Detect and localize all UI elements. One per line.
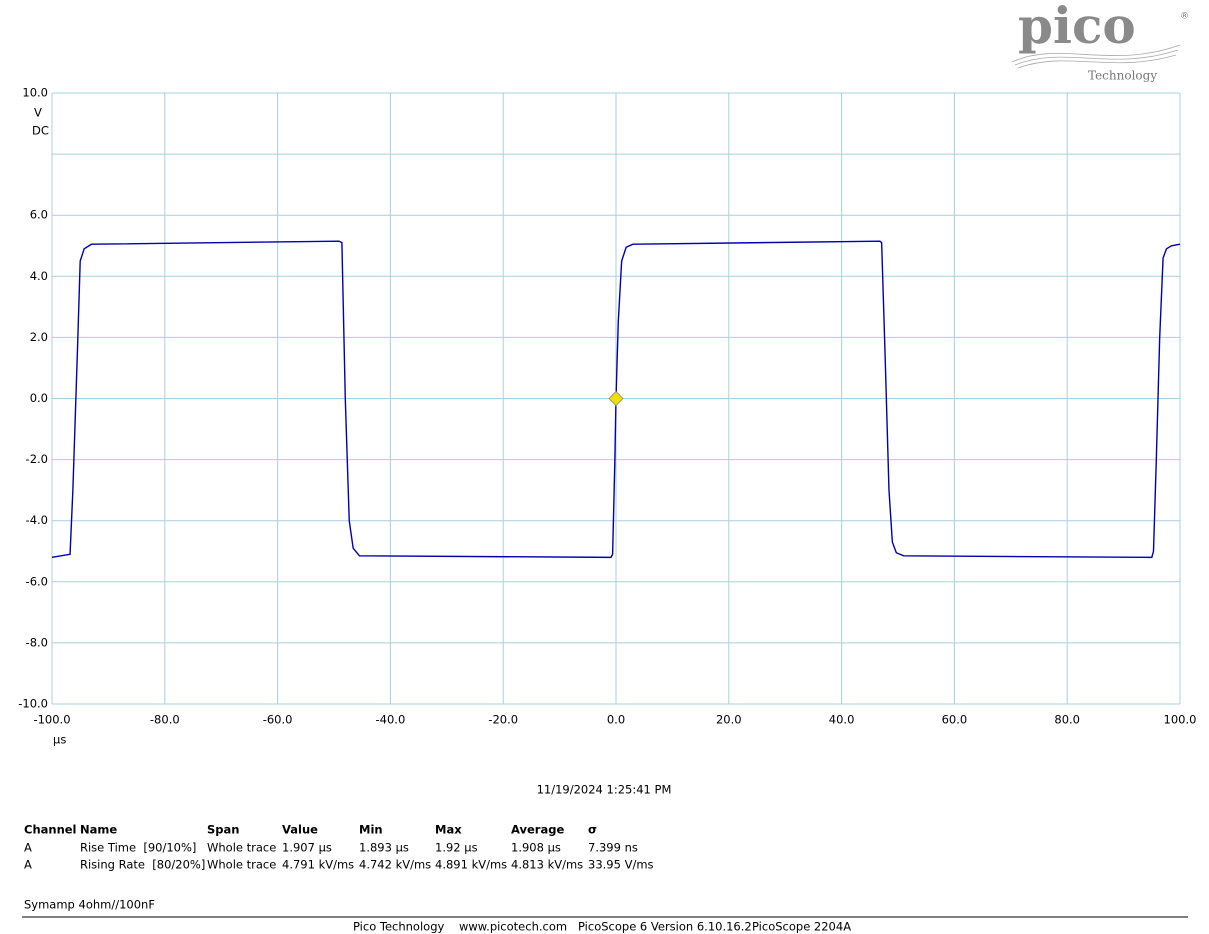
y-tick-label: 2.0 — [30, 330, 48, 344]
footer: Pico Technology www.picotech.com PicoScope… — [353, 920, 851, 934]
table-cell: 4.742 kV/ms — [359, 858, 431, 872]
y-tick-label: -6.0 — [26, 574, 48, 588]
table-cell: 1.92 µs — [435, 841, 478, 855]
x-tick-label: -100.0 — [33, 713, 70, 727]
table-cell: A — [24, 858, 32, 872]
y-coupling: DC — [32, 124, 49, 138]
table-cell: 1.893 µs — [359, 841, 409, 855]
table-cell: 4.891 kV/ms — [435, 858, 507, 872]
y-tick-label: -4.0 — [26, 513, 48, 527]
table-header: Average — [511, 823, 564, 837]
logo-wave — [1011, 44, 1181, 69]
note: Symamp 4ohm//100nF — [24, 898, 155, 912]
table-cell: Whole trace — [207, 858, 276, 872]
x-tick-label: 60.0 — [942, 713, 968, 727]
table-cell: 4.791 kV/ms — [282, 858, 354, 872]
measurements-table: Channel Name Span Value Min Max Average σ A Rise … — [24, 823, 654, 872]
footer-item: Pico Technology — [353, 920, 445, 934]
table-cell: 4.813 kV/ms — [511, 858, 583, 872]
table-header: Name — [80, 823, 117, 837]
table-cell: Rising Rate [80/20%] — [80, 858, 205, 872]
table-header: Min — [359, 823, 383, 837]
x-tick-label: 20.0 — [716, 713, 742, 727]
table-cell: 1.907 µs — [282, 841, 332, 855]
table-header: Max — [435, 823, 462, 837]
table-header: Channel — [24, 823, 77, 837]
logo-name: pico — [1018, 0, 1136, 55]
footer-item: www.picotech.com — [459, 920, 567, 934]
table-cell: Rise Time [90/10%] — [80, 841, 196, 855]
x-tick-label: -60.0 — [263, 713, 293, 727]
x-tick-label: -80.0 — [150, 713, 180, 727]
footer-item: PicoScope 2204A — [752, 920, 851, 934]
timestamp: 11/19/2024 1:25:41 PM — [537, 783, 672, 797]
table-cell: 33.95 V/ms — [588, 858, 654, 872]
x-tick-label: 80.0 — [1054, 713, 1080, 727]
table-cell: 1.908 µs — [511, 841, 561, 855]
table-header: Span — [207, 823, 239, 837]
x-tick-label: -40.0 — [376, 713, 406, 727]
table-cell: A — [24, 841, 32, 855]
x-tick-label: 40.0 — [829, 713, 855, 727]
y-tick-label: -8.0 — [26, 635, 48, 649]
logo: pico ® Technology — [1011, 0, 1189, 83]
trigger-marker — [608, 390, 624, 407]
y-tick-label: 6.0 — [30, 208, 48, 222]
table-header: σ — [588, 823, 597, 837]
x-tick-label: 100.0 — [1164, 713, 1197, 727]
y-tick-label: 10.0 — [22, 86, 48, 100]
y-tick-label: -10.0 — [18, 697, 48, 711]
trace — [51, 240, 1181, 559]
logo-registered: ® — [1180, 12, 1189, 22]
x-tick-label: 0.0 — [607, 713, 625, 727]
table-cell: Whole trace — [207, 841, 276, 855]
y-tick-label: 4.0 — [30, 269, 48, 283]
x-unit: µs — [53, 733, 66, 747]
y-unit: V — [34, 106, 42, 120]
y-tick-label: 0.0 — [30, 391, 48, 405]
footer-item: PicoScope 6 Version 6.10.16.2 — [578, 920, 752, 934]
table-header: Value — [282, 823, 318, 837]
table-cell: 7.399 ns — [588, 841, 638, 855]
y-tick-label: -2.0 — [26, 452, 48, 466]
x-tick-label: -20.0 — [488, 713, 518, 727]
logo-sub: Technology — [1088, 69, 1157, 83]
